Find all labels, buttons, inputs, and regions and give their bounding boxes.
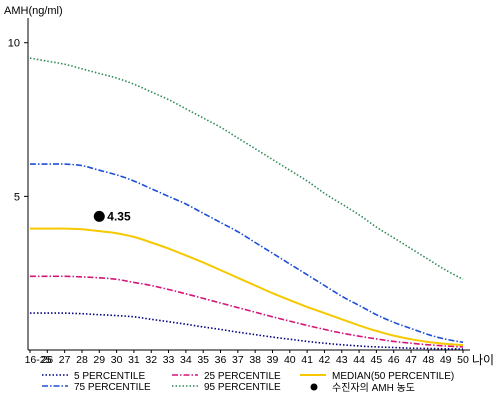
x-tick-label: 29 xyxy=(93,354,105,366)
x-tick-label: 35 xyxy=(197,354,209,366)
x-tick-label: 38 xyxy=(249,354,261,366)
patient-marker: 4.35 xyxy=(93,209,131,223)
patient-marker-dot xyxy=(93,210,105,222)
x-tick-label: 34 xyxy=(180,354,192,366)
x-tick-label: 50 xyxy=(457,354,469,366)
x-tick-label: 46 xyxy=(388,354,400,366)
x-tick-label: 43 xyxy=(336,354,348,366)
legend-label-patient-marker: 수진자의 AMH 농도 xyxy=(332,382,415,394)
legend-label-5-percentile: 5 PERCENTILE xyxy=(74,371,145,382)
series-line-75-percentile xyxy=(30,163,464,344)
series-lines xyxy=(29,57,464,350)
x-tick-label: 37 xyxy=(232,354,244,366)
x-tick-label: 30 xyxy=(111,354,123,366)
x-tick-label: 45 xyxy=(371,354,383,366)
x-tick-label: 47 xyxy=(405,354,417,366)
x-tick-label: 49 xyxy=(440,354,452,366)
y-tick-label: 5 xyxy=(14,191,20,203)
x-tick-label: 28 xyxy=(76,354,88,366)
legend: 5 PERCENTILE 25 PERCENTILE MEDIAN(50 PERCE… xyxy=(42,371,454,394)
x-tick-label: 16-25 xyxy=(25,354,52,366)
x-tick-label: 42 xyxy=(319,354,331,366)
x-tick-label: 44 xyxy=(353,354,365,366)
legend-label-25-percentile: 25 PERCENTILE xyxy=(204,371,281,382)
legend-label-95-percentile: 95 PERCENTILE xyxy=(204,382,281,393)
series-line-95-percentile xyxy=(29,57,464,281)
legend-label-75-percentile: 75 PERCENTILE xyxy=(74,382,151,393)
x-tick-label: 41 xyxy=(301,354,313,366)
x-axis-title: 나이 xyxy=(472,353,494,367)
y-tick-label: 10 xyxy=(8,38,20,50)
x-tick-label: 31 xyxy=(128,354,140,366)
patient-marker-label: 4.35 xyxy=(107,209,131,223)
x-tick-label: 33 xyxy=(163,354,175,366)
x-tick-label: 26 xyxy=(41,354,53,366)
legend-label-median-50-percentile: MEDIAN(50 PERCENTILE) xyxy=(332,371,454,382)
series-line-median-50-percentile xyxy=(29,227,464,347)
x-tick-label: 48 xyxy=(423,354,435,366)
x-tick-label: 39 xyxy=(267,354,279,366)
series-line-25-percentile xyxy=(30,275,464,348)
x-tick-label: 27 xyxy=(59,354,71,366)
series-line-5-percentile xyxy=(29,312,464,350)
legend-swatch-patient-marker xyxy=(310,383,318,391)
x-tick-label: 32 xyxy=(145,354,157,366)
y-axis-title: AMH(ng/ml) xyxy=(4,5,63,17)
x-tick-label: 40 xyxy=(284,354,296,366)
x-tick-label: 36 xyxy=(215,354,227,366)
